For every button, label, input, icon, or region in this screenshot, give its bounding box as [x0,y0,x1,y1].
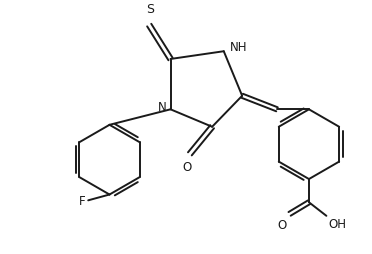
Text: N: N [158,101,167,114]
Text: F: F [79,195,85,208]
Text: NH: NH [230,41,247,54]
Text: O: O [278,219,287,232]
Text: OH: OH [328,218,346,231]
Text: O: O [182,161,192,174]
Text: S: S [146,3,154,16]
